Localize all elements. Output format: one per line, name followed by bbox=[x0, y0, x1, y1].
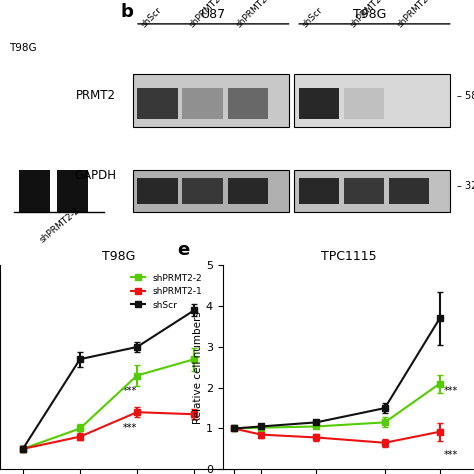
Bar bbox=[137, 178, 178, 204]
Bar bbox=[344, 178, 384, 204]
Text: ***: *** bbox=[123, 386, 137, 396]
Text: shScr: shScr bbox=[140, 5, 164, 29]
Bar bbox=[389, 178, 429, 204]
Title: TPC1115: TPC1115 bbox=[320, 250, 376, 263]
Bar bbox=[344, 88, 384, 119]
Bar bbox=[389, 88, 429, 119]
Text: U87: U87 bbox=[201, 8, 226, 21]
Text: ***: *** bbox=[444, 450, 458, 460]
Y-axis label: Relative cell numbers: Relative cell numbers bbox=[193, 311, 203, 424]
Bar bbox=[133, 170, 289, 212]
Text: shScr: shScr bbox=[301, 5, 325, 29]
Bar bbox=[182, 178, 223, 204]
Text: e: e bbox=[178, 241, 190, 259]
Bar bbox=[19, 170, 50, 212]
Legend: shPRMT2-2, shPRMT2-1, shScr: shPRMT2-2, shPRMT2-1, shScr bbox=[128, 270, 206, 313]
Text: ***: *** bbox=[123, 422, 137, 433]
Bar bbox=[137, 88, 178, 119]
Text: shPRMT2-2: shPRMT2-2 bbox=[38, 205, 82, 244]
Text: PRMT2: PRMT2 bbox=[76, 89, 116, 102]
Bar bbox=[294, 170, 450, 212]
Bar bbox=[228, 178, 268, 204]
Text: – 32 KD: – 32 KD bbox=[457, 181, 474, 191]
Text: shPRMT2-2: shPRMT2-2 bbox=[235, 0, 276, 29]
Text: shPRMT2-2: shPRMT2-2 bbox=[396, 0, 437, 29]
Bar bbox=[228, 88, 268, 119]
Bar bbox=[299, 88, 339, 119]
Bar bbox=[57, 170, 88, 212]
Bar bbox=[299, 178, 339, 204]
Text: – 58 KD: – 58 KD bbox=[457, 91, 474, 100]
Text: shPRMT2-1: shPRMT2-1 bbox=[348, 0, 390, 29]
Bar bbox=[182, 88, 223, 119]
Text: T98G: T98G bbox=[353, 8, 386, 21]
Bar bbox=[294, 74, 450, 128]
Bar bbox=[133, 74, 289, 128]
Title: T98G: T98G bbox=[102, 250, 135, 263]
Text: b: b bbox=[121, 3, 134, 21]
Text: ***: *** bbox=[444, 386, 458, 396]
Text: T98G: T98G bbox=[9, 43, 37, 53]
Text: shPRMT2-1: shPRMT2-1 bbox=[187, 0, 229, 29]
Text: GAPDH: GAPDH bbox=[74, 169, 116, 182]
